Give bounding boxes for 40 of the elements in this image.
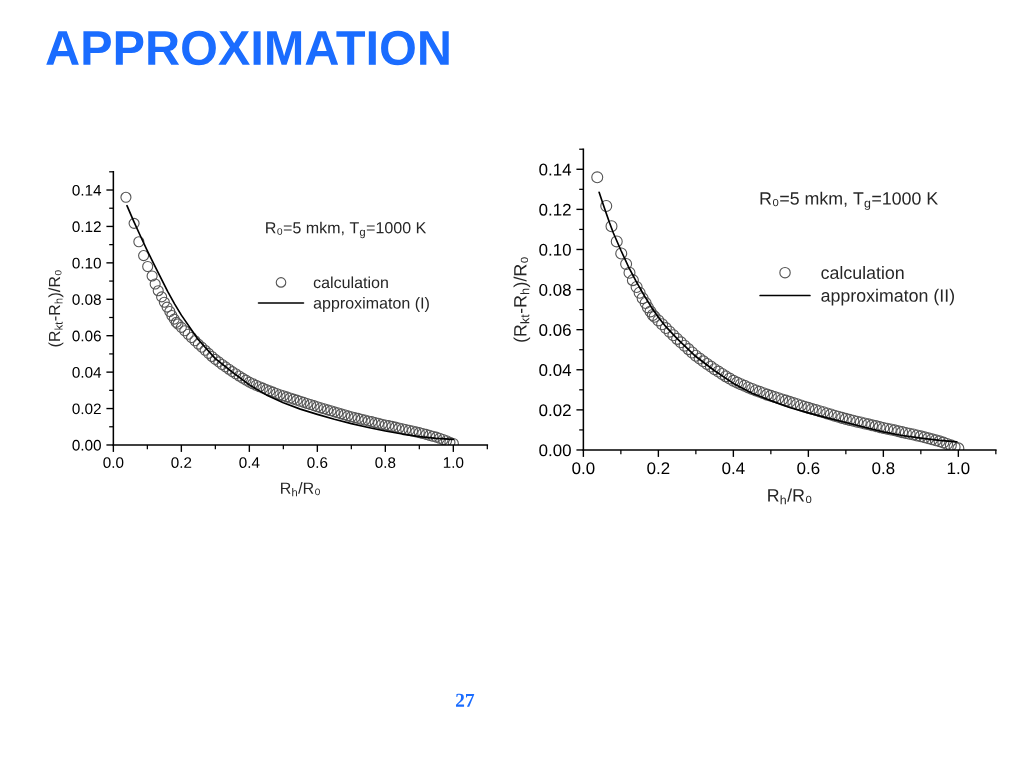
x-tick-label: 1.0	[947, 462, 970, 475]
y-tick-label: 0.06	[72, 330, 101, 342]
legend-label: approximaton (II)	[821, 288, 954, 306]
y-tick-label: 0.02	[539, 404, 571, 417]
legend-label: approximaton (I)	[313, 296, 429, 312]
x-tick-label: 0.6	[797, 462, 820, 475]
x-tick-label: 0.0	[103, 457, 124, 469]
y-tick-label: 0.00	[72, 439, 101, 451]
y-tick-label: 0.02	[72, 403, 101, 415]
y-tick-label: 0.08	[72, 294, 101, 305]
y-tick-label: 0.14	[539, 163, 572, 176]
y-axis-title: (R$_{kt}$-R$_{h}$)/R₀	[48, 270, 64, 347]
y-tick-label: 0.04	[72, 367, 102, 378]
y-tick-label: 0.00	[539, 444, 571, 457]
x-tick-label: 0.4	[239, 457, 260, 469]
x-tick-label: 0.2	[647, 462, 670, 475]
x-tick-label: 0.4	[722, 462, 745, 475]
y-tick-label: 0.06	[539, 323, 571, 336]
y-tick-label: 0.10	[539, 243, 571, 256]
x-tick-label: 0.8	[375, 457, 396, 469]
y-tick-label: 0.12	[72, 221, 101, 233]
y-tick-label: 0.14	[72, 184, 102, 196]
x-tick-label: 0.2	[171, 457, 192, 469]
annotation: R₀=5 mkm, T$_{g}$=1000 K	[266, 221, 427, 239]
x-tick-label: 1.0	[443, 457, 464, 469]
x-tick-label: 0.0	[572, 462, 595, 475]
y-tick-label: 0.12	[539, 203, 571, 216]
legend-label: calculation	[821, 265, 904, 280]
legend-label: calculation	[313, 276, 388, 289]
y-axis-title: (R$_{kt}$-R$_{h}$)/R₀	[513, 257, 531, 342]
x-axis-title: R$_{h}$/R₀	[768, 488, 812, 505]
annotation: R₀=5 mkm, T$_{g}$=1000 K	[760, 191, 938, 210]
y-tick-label: 0.10	[72, 257, 101, 269]
x-axis-title: R$_{h}$/R₀	[281, 482, 320, 497]
x-tick-label: 0.6	[307, 457, 328, 469]
text: 27	[455, 693, 475, 707]
y-tick-label: 0.08	[539, 283, 571, 296]
y-tick-label: 0.04	[539, 364, 572, 377]
text: APPROXIMATION	[46, 30, 449, 66]
x-tick-label: 0.8	[872, 462, 895, 475]
